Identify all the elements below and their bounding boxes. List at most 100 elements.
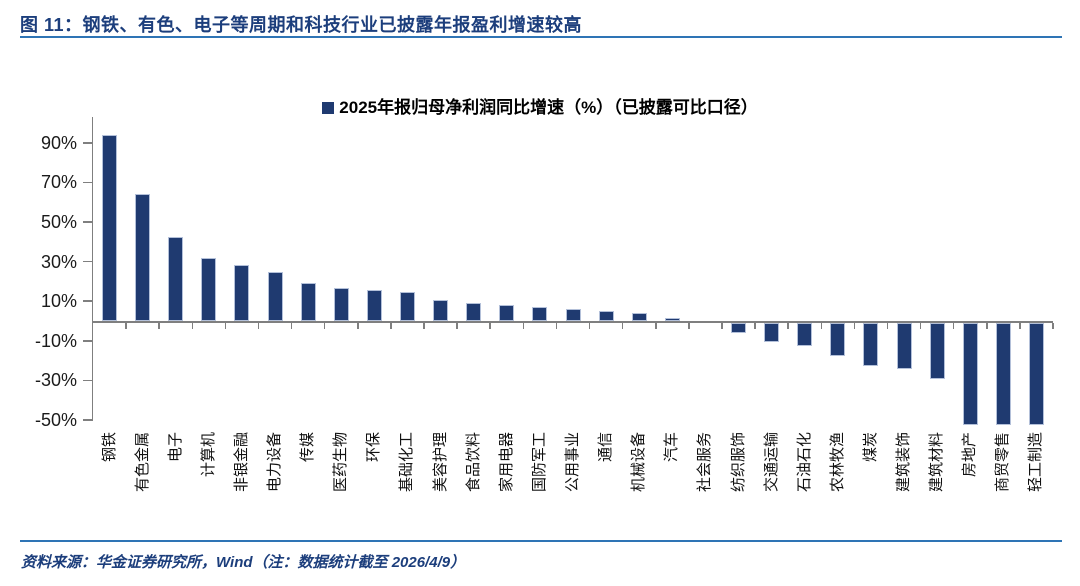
- y-axis-tick-label: -10%: [34, 330, 77, 351]
- x-axis-tick: [257, 322, 260, 329]
- x-axis-category-label: 公用事业: [564, 432, 581, 493]
- x-axis-tick: [754, 322, 756, 329]
- bar: [1028, 322, 1044, 426]
- bar: [333, 288, 349, 321]
- x-axis-tick: [820, 322, 823, 329]
- x-axis-category-label: 国防军工: [530, 432, 548, 493]
- y-axis-tick-label: -30%: [34, 370, 77, 391]
- x-axis-tick: [158, 322, 160, 329]
- x-axis-tick: [787, 322, 789, 329]
- x-axis-tick: [290, 322, 293, 329]
- x-axis-tick: [952, 322, 955, 329]
- y-axis-tick: [83, 181, 92, 184]
- y-axis-tick: [83, 340, 92, 342]
- bar: [135, 194, 151, 321]
- x-axis-tick: [853, 322, 856, 329]
- x-axis-category-label: 通信: [597, 432, 615, 463]
- x-axis-tick: [390, 322, 392, 329]
- x-axis-category-label: 煤炭: [861, 432, 879, 463]
- bar: [764, 322, 780, 343]
- x-axis-tick: [1019, 322, 1021, 329]
- x-axis-category-label: 电力设备: [266, 432, 284, 493]
- x-axis-tick: [191, 322, 194, 329]
- footer-divider: [20, 540, 1062, 542]
- x-axis-tick: [688, 322, 690, 329]
- x-axis-category-label: 石油石化: [795, 432, 813, 493]
- x-axis-tick: [224, 322, 227, 329]
- x-axis-tick: [323, 322, 326, 329]
- bar: [664, 318, 680, 321]
- bar: [962, 322, 978, 426]
- bar: [201, 257, 217, 321]
- x-axis-tick: [886, 322, 889, 329]
- x-axis-tick: [357, 322, 359, 329]
- x-axis-category-label: 农林牧渔: [828, 432, 846, 493]
- x-axis-category-label: 美容护理: [431, 432, 449, 493]
- x-axis-category-label: 基础化工: [398, 432, 416, 493]
- bar: [366, 290, 382, 321]
- bar: [300, 283, 316, 321]
- title-divider: [20, 36, 1062, 38]
- y-axis-tick: [83, 300, 92, 302]
- bar: [896, 322, 912, 370]
- legend-label: 2025年报归母净利润同比增速（%）（已披露可比口径）: [339, 98, 758, 117]
- x-axis-category-label: 钢铁: [100, 432, 118, 463]
- x-axis-tick: [986, 322, 988, 329]
- x-axis-tick: [588, 322, 591, 329]
- y-axis-tick: [83, 260, 92, 263]
- x-axis-category-label: 电子: [166, 432, 184, 463]
- x-axis-category-label: 环保: [365, 432, 383, 463]
- bar: [598, 311, 614, 321]
- x-axis-tick: [423, 322, 425, 329]
- y-axis-line: [91, 117, 93, 421]
- y-axis-tick-label: -50%: [34, 410, 77, 430]
- x-axis-category-label: 商贸零售: [994, 432, 1012, 493]
- x-axis-tick: [621, 322, 624, 329]
- x-axis-tick: [721, 322, 723, 329]
- x-axis-category-label: 家用电器: [497, 432, 515, 493]
- bar: [499, 305, 515, 321]
- x-axis-category-label: 非银金融: [232, 432, 250, 493]
- legend-marker-square: [322, 102, 335, 114]
- bar: [267, 271, 283, 321]
- y-axis-tick: [83, 221, 92, 223]
- x-axis-tick: [489, 322, 491, 329]
- x-axis-tick: [125, 322, 127, 329]
- y-axis-tick-label: 90%: [40, 132, 77, 153]
- x-axis-tick: [919, 322, 922, 329]
- bar: [565, 309, 581, 321]
- x-axis-category-label: 食品饮料: [464, 432, 482, 493]
- bar: [631, 313, 647, 321]
- x-axis-tick: [522, 322, 525, 329]
- bar: [797, 322, 813, 347]
- bar: [830, 322, 846, 357]
- x-axis-category-label: 建筑装饰: [895, 432, 913, 493]
- x-axis-tick: [655, 322, 657, 329]
- bar: [102, 134, 118, 321]
- x-axis-tick: [555, 322, 558, 329]
- bar: [234, 264, 250, 321]
- x-axis-category-label: 传媒: [299, 432, 317, 463]
- x-axis-category-label: 轻工制造: [1027, 432, 1045, 493]
- bar: [863, 322, 879, 367]
- bar: [995, 322, 1011, 426]
- y-axis-tick-label: 70%: [40, 172, 77, 193]
- bar: [168, 236, 184, 321]
- x-axis-line: [91, 321, 1053, 323]
- y-axis-tick: [83, 142, 92, 144]
- x-axis-category-label: 交通运输: [762, 432, 780, 493]
- bar: [731, 322, 747, 334]
- source-note: 资料来源：华金证券研究所，Wind（注：数据统计截至 2026/4/9）: [21, 554, 466, 571]
- x-axis-category-label: 建筑材料: [928, 432, 946, 493]
- bar: [466, 303, 482, 321]
- bar: [532, 307, 548, 321]
- bar: [399, 292, 415, 321]
- x-axis-tick: [456, 322, 458, 329]
- x-axis-category-label: 纺织服饰: [729, 432, 747, 493]
- figure-title: 图 11：钢铁、有色、电子等周期和科技行业已披露年报盈利增速较高: [20, 15, 583, 35]
- bar: [929, 322, 945, 379]
- x-axis-tick: [1052, 322, 1054, 329]
- x-axis-category-label: 社会服务: [696, 432, 714, 493]
